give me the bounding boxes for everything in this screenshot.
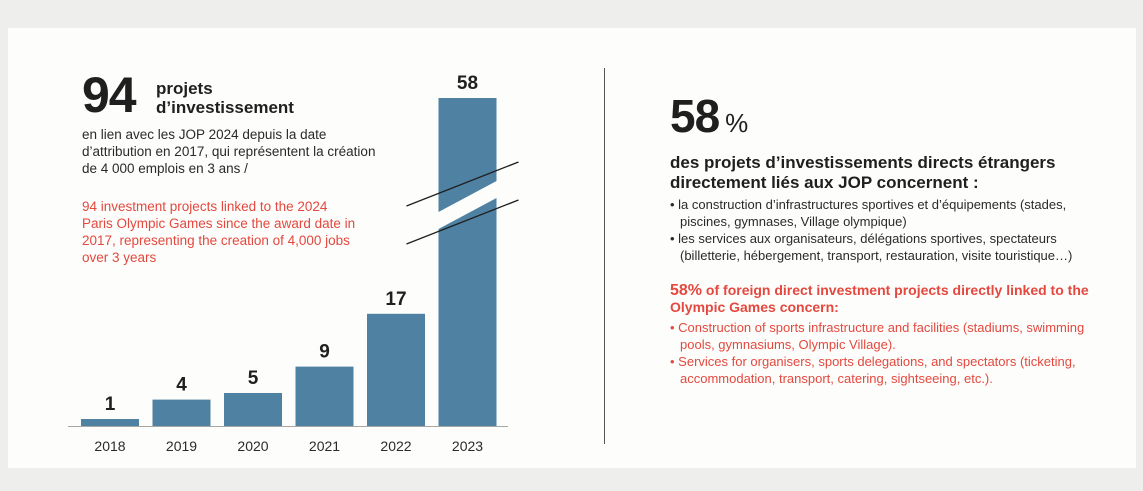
- tick-label-2021: 2021: [309, 438, 340, 454]
- fdi-share-block: 58% des projets d’investissements direct…: [670, 92, 1110, 387]
- bar-2021: [295, 366, 354, 426]
- bar-2022: [367, 313, 425, 426]
- axis-break-gap: [438, 181, 497, 229]
- french-list-item: les services aux organisateurs, délégati…: [670, 230, 1110, 264]
- data-label-2023: 58: [457, 73, 478, 94]
- axis-break-line: [406, 199, 519, 245]
- bar-2019: [152, 399, 211, 426]
- tick-label-2022: 2022: [380, 438, 411, 454]
- data-label-2018: 1: [105, 394, 116, 415]
- french-list-item: la construction d’infrastructures sporti…: [670, 196, 1110, 230]
- english-list-item: Services for organisers, sports delegati…: [670, 353, 1110, 387]
- english-heading: 58% of foreign direct investment project…: [670, 282, 1110, 316]
- data-label-2022: 17: [385, 289, 406, 310]
- english-list-item: Construction of sports infrastructure an…: [670, 319, 1110, 353]
- projects-label: projets d’investissement: [156, 79, 294, 117]
- bar-2020: [224, 393, 282, 426]
- tick-label-2020: 2020: [237, 438, 268, 454]
- percent-symbol: %: [725, 108, 748, 138]
- french-list: la construction d’infrastructures sporti…: [670, 196, 1110, 264]
- axis-break-line: [406, 161, 519, 207]
- data-label-2019: 4: [176, 375, 187, 396]
- english-description: 94 investment projects linked to the 202…: [82, 199, 356, 265]
- english-heading-text: of foreign direct investment projects di…: [670, 282, 1089, 315]
- data-label-2020: 5: [248, 368, 259, 389]
- section-divider: [604, 68, 605, 444]
- bar-2018: [81, 419, 139, 426]
- tick-label-2018: 2018: [94, 438, 125, 454]
- tick-label-2023: 2023: [452, 438, 483, 454]
- infographic-page: 94 projets d’investissement en lien avec…: [8, 28, 1136, 468]
- fdi-percentage-value: 58: [670, 90, 720, 142]
- french-heading: des projets d’investissements directs ét…: [670, 153, 1056, 192]
- bar-2023: [438, 98, 497, 426]
- fdi-percentage: 58%: [670, 92, 1110, 147]
- data-label-2021: 9: [319, 342, 330, 363]
- bar-chart: 1 2018 4 2019 5 2020 9 2021 17 2022 58 2023: [68, 73, 519, 454]
- english-list: Construction of sports infrastructure an…: [670, 319, 1110, 387]
- projects-count: 94: [82, 67, 137, 123]
- english-percentage: 58%: [670, 282, 703, 299]
- french-description: en lien avec les JOP 2024 depuis la date…: [82, 127, 376, 176]
- tick-label-2019: 2019: [166, 438, 197, 454]
- bar-series: 1 2018 4 2019 5 2020 9 2021 17 2022 58 2023: [68, 73, 519, 454]
